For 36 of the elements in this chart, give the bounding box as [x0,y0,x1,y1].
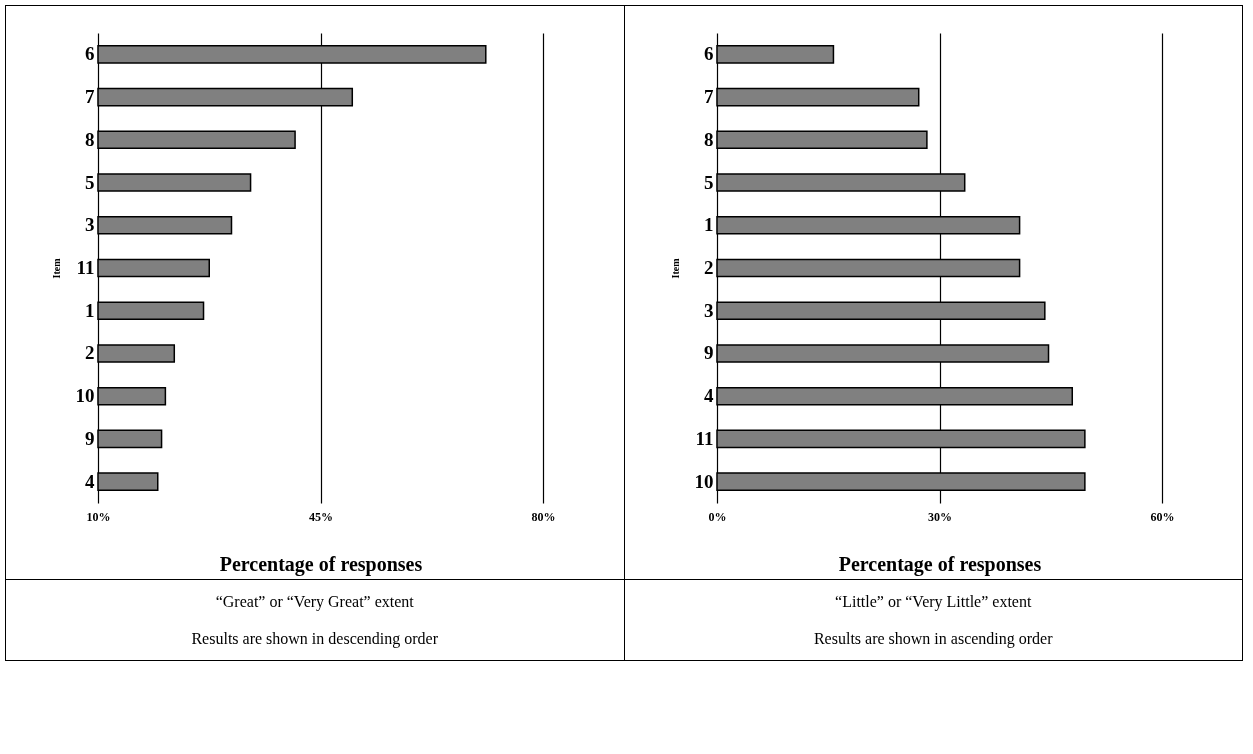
y-tick-label: 7 [85,86,95,108]
y-tick-label: 10 [75,385,95,407]
y-tick-label: 4 [85,470,95,492]
y-tick-label: 3 [703,299,713,321]
y-tick-label: 8 [703,128,713,150]
x-tick-label: 0% [708,509,726,524]
text: Results are shown in descending order [190,629,440,650]
y-tick-label: 10 [694,470,713,492]
x-tick-label: 45% [309,509,333,524]
y-tick-label: 5 [85,171,95,193]
y-tick-label: 1 [703,214,713,236]
y-tick-label: 4 [703,385,714,407]
x-axis-title: Percentage of responses [838,552,1041,576]
x-tick-label: 80% [531,509,556,524]
text: “Little” or “Very Little” extent [834,592,1033,613]
y-tick-label: 7 [703,86,714,108]
y-tick-label: 1 [85,299,95,321]
y-tick-label: 8 [85,128,95,150]
y-axis-title: Item [50,257,62,279]
text: Results are shown in ascending order [812,629,1054,650]
y-tick-label: 2 [703,257,713,278]
x-axis-title: Percentage of responses [219,552,423,576]
y-tick-label: 11 [76,257,95,278]
y-tick-label: 11 [695,427,713,449]
y-axis-title: Item [669,257,680,279]
x-tick-label: 10% [86,509,111,524]
y-tick-label: 2 [85,342,95,364]
y-tick-label: 6 [85,43,95,65]
y-tick-label: 9 [703,342,713,364]
y-tick-label: 6 [703,43,713,65]
text: “Great” or “Very Great” extent [214,592,415,613]
y-tick-label: 5 [703,171,713,193]
x-tick-label: 30% [927,509,952,524]
y-tick-label: 9 [85,427,95,449]
x-tick-label: 60% [1150,509,1174,524]
y-tick-label: 3 [85,214,95,236]
